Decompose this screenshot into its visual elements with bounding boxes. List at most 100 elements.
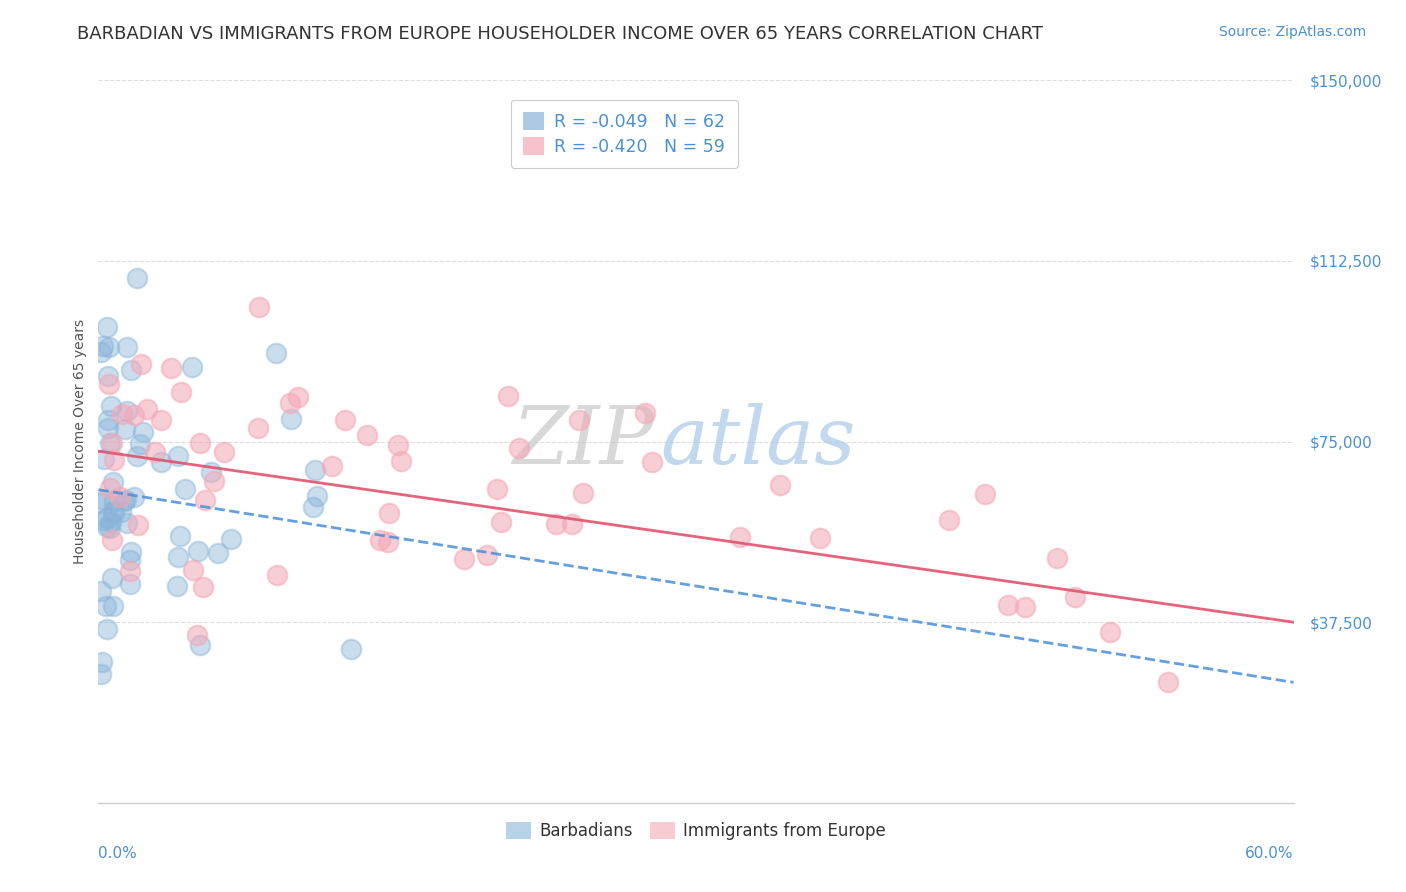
Point xyxy=(97,413,120,427)
Point xyxy=(302,500,325,514)
Point xyxy=(169,529,191,543)
Point xyxy=(91,655,114,669)
Text: Source: ZipAtlas.com: Source: ZipAtlas.com xyxy=(1219,25,1367,39)
Text: BARBADIAN VS IMMIGRANTS FROM EUROPE HOUSEHOLDER INCOME OVER 65 YEARS CORRELATION: BARBADIAN VS IMMIGRANTS FROM EUROPE HOUS… xyxy=(77,25,1043,43)
Point xyxy=(1064,590,1087,604)
Point xyxy=(96,320,118,334)
Point xyxy=(728,530,751,544)
Point xyxy=(1014,600,1036,615)
Point xyxy=(122,408,145,422)
Text: ZIP: ZIP xyxy=(512,403,654,480)
Point xyxy=(287,391,309,405)
Point xyxy=(305,489,328,503)
Point xyxy=(125,271,148,285)
Point xyxy=(100,399,122,413)
Point xyxy=(769,477,792,491)
Point xyxy=(129,436,152,450)
Point xyxy=(103,475,125,489)
Point xyxy=(356,427,378,442)
Point xyxy=(938,513,960,527)
Point xyxy=(96,519,118,533)
Point xyxy=(491,515,513,529)
Point xyxy=(1157,675,1180,690)
Point xyxy=(122,490,145,504)
Point xyxy=(187,544,209,558)
Point xyxy=(389,454,412,468)
Point xyxy=(181,360,204,375)
Point xyxy=(93,513,115,527)
Point xyxy=(634,406,657,420)
Point xyxy=(378,506,401,520)
Point xyxy=(129,357,152,371)
Point xyxy=(101,599,124,613)
Point xyxy=(477,548,499,562)
Point xyxy=(125,449,148,463)
Point xyxy=(214,445,236,459)
Point xyxy=(186,627,208,641)
Point xyxy=(561,516,583,531)
Point xyxy=(97,421,120,435)
Point xyxy=(485,482,508,496)
Point xyxy=(181,563,204,577)
Point xyxy=(508,441,530,455)
Point xyxy=(166,449,188,463)
Point xyxy=(167,550,190,565)
Point xyxy=(93,451,115,466)
Point xyxy=(1046,551,1069,566)
Point xyxy=(321,458,343,473)
Point xyxy=(166,579,188,593)
Point xyxy=(110,490,132,504)
Point xyxy=(120,576,142,591)
Point xyxy=(103,453,125,467)
Point xyxy=(100,570,122,584)
Point xyxy=(114,422,136,436)
Point xyxy=(110,505,132,519)
Point xyxy=(127,518,149,533)
Point xyxy=(280,412,302,426)
Point xyxy=(340,642,363,657)
Point xyxy=(387,438,409,452)
Point xyxy=(135,402,157,417)
Point xyxy=(115,516,138,531)
Point xyxy=(808,532,831,546)
Point xyxy=(103,494,125,508)
Point xyxy=(149,455,172,469)
Point xyxy=(101,533,124,548)
Text: atlas: atlas xyxy=(661,403,855,480)
Point xyxy=(111,407,134,421)
Point xyxy=(496,389,519,403)
Point xyxy=(453,552,475,566)
Point xyxy=(90,666,112,681)
Text: 60.0%: 60.0% xyxy=(1246,847,1294,861)
Point xyxy=(112,494,135,508)
Point xyxy=(90,496,112,510)
Point xyxy=(997,598,1019,612)
Point xyxy=(115,340,138,354)
Point xyxy=(103,506,125,520)
Point xyxy=(368,533,391,547)
Point xyxy=(973,487,995,501)
Point xyxy=(94,599,117,613)
Point xyxy=(247,300,270,314)
Point xyxy=(568,412,591,426)
Point xyxy=(219,532,242,546)
Point xyxy=(170,385,193,400)
Point xyxy=(100,436,122,450)
Point xyxy=(200,465,222,479)
Point xyxy=(1098,624,1121,639)
Point xyxy=(100,515,122,529)
Point xyxy=(188,436,211,450)
Point xyxy=(377,535,399,549)
Point xyxy=(120,545,142,559)
Point xyxy=(193,580,215,594)
Point xyxy=(98,377,121,392)
Point xyxy=(93,339,115,353)
Point xyxy=(120,363,142,377)
Point xyxy=(278,396,301,410)
Point xyxy=(97,340,120,354)
Point xyxy=(101,503,124,517)
Point xyxy=(264,346,287,360)
Point xyxy=(194,493,217,508)
Point xyxy=(246,421,269,435)
Point xyxy=(304,463,326,477)
